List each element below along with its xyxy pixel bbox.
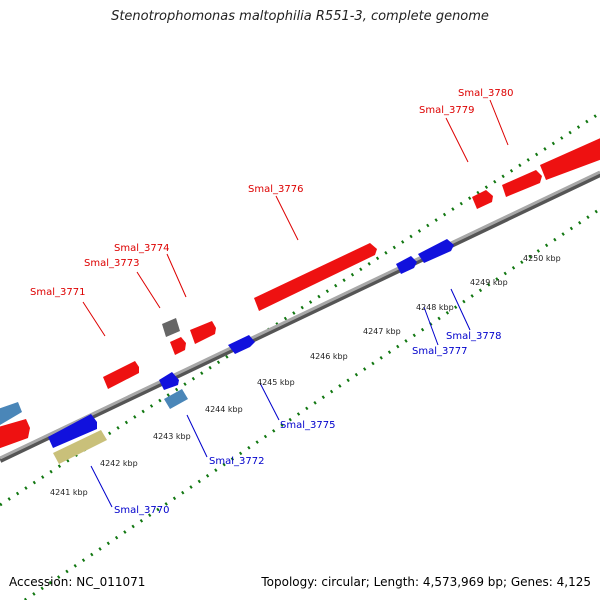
kbp-label: 4248 kbp [416, 303, 454, 312]
gene-label-smal-3773[interactable]: Smal_3773 [84, 258, 139, 269]
kbp-label: 4250 kbp [523, 254, 561, 263]
kbp-label: 4247 kbp [363, 327, 401, 336]
leader-line-smal-3775 [259, 382, 280, 421]
backbone-shadow [0, 171, 600, 463]
leader-line-smal-3776 [275, 195, 299, 241]
gene-label-smal-3778[interactable]: Smal_3778 [446, 331, 501, 342]
gene-feature-smal-3780[interactable] [502, 170, 542, 197]
gene-feature-smal-3779[interactable] [472, 190, 493, 209]
leader-line-smal-3770 [90, 465, 113, 508]
gene-feature-smal-3777[interactable] [396, 256, 417, 274]
leader-line-smal-3780 [489, 99, 509, 146]
gene-feature-smal-3771[interactable] [103, 361, 139, 389]
leader-line-smal-3772 [186, 414, 208, 458]
leader-line-smal-3773 [136, 271, 161, 309]
kbp-scale: 4241 kbp 4242 kbp 4243 kbp 4244 kbp 4245… [50, 254, 561, 497]
leader-lines [82, 99, 509, 508]
gene-feature-smal-3775[interactable] [228, 335, 255, 354]
leader-line-smal-3771 [82, 301, 106, 337]
backbone [0, 170, 600, 460]
forward-features [0, 136, 600, 450]
leader-line-smal-3777 [423, 306, 439, 346]
kbp-label: 4243 kbp [153, 432, 191, 441]
gene-label-smal-3775[interactable]: Smal_3775 [280, 420, 335, 431]
reverse-features [0, 239, 454, 464]
leader-line-smal-3779 [445, 117, 469, 163]
kbp-label: 4249 kbp [470, 278, 508, 287]
gene-feature-smal-3776[interactable] [254, 243, 377, 311]
kbp-label: 4244 kbp [205, 405, 243, 414]
gene-label-smal-3772[interactable]: Smal_3772 [209, 456, 264, 467]
topology-text: Topology: circular; Length: 4,573,969 bp… [261, 575, 591, 589]
gene-feature[interactable] [159, 372, 179, 390]
accession-text: Accession: NC_011071 [9, 575, 146, 589]
gene-label-smal-3774[interactable]: Smal_3774 [114, 243, 169, 254]
rna-feature-smal-3772[interactable] [164, 389, 188, 409]
gene-label-smal-3770[interactable]: Smal_3770 [114, 505, 169, 516]
leader-line-smal-3778 [450, 288, 471, 331]
gene-label-smal-3780[interactable]: Smal_3780 [458, 88, 513, 99]
kbp-label: 4241 kbp [50, 488, 88, 497]
gene-label-smal-3777[interactable]: Smal_3777 [412, 346, 467, 357]
kbp-label: 4242 kbp [100, 459, 138, 468]
kbp-label: 4246 kbp [310, 352, 348, 361]
gene-feature-smal-3774[interactable] [190, 321, 216, 344]
gray-feature[interactable] [162, 318, 180, 337]
gene-feature-smal-3770[interactable] [48, 414, 97, 448]
gene-feature-smal-3778[interactable] [418, 239, 454, 263]
kbp-label: 4245 kbp [257, 378, 295, 387]
gene-label-smal-3776[interactable]: Smal_3776 [248, 184, 303, 195]
gene-feature[interactable] [0, 419, 30, 450]
gene-label-smal-3771[interactable]: Smal_3771 [30, 287, 85, 298]
gene-feature[interactable] [540, 136, 600, 180]
gene-feature-smal-3773[interactable] [170, 337, 186, 355]
gene-labels: Smal_3771 Smal_3773 Smal_3774 Smal_3776 … [30, 88, 513, 516]
reverse-tick-track [22, 207, 600, 600]
tan-feature[interactable] [53, 430, 107, 464]
rna-feature[interactable] [0, 402, 22, 426]
leader-line-smal-3774 [166, 253, 187, 298]
gene-label-smal-3779[interactable]: Smal_3779 [419, 105, 474, 116]
genome-title: Stenotrophomonas maltophilia R551-3, com… [111, 9, 489, 24]
